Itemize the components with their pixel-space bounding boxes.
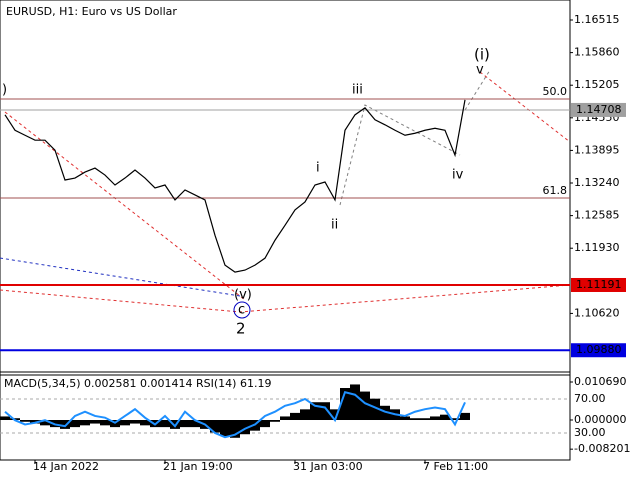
indicator-title: MACD(5,34,5) 0.002581 0.001414 RSI(14) 6… bbox=[4, 377, 271, 390]
price-box bbox=[571, 102, 626, 117]
y-tick-label: 1.10620 bbox=[574, 306, 620, 319]
channel-line bbox=[0, 257, 241, 297]
macd-bar bbox=[190, 420, 200, 428]
price-box bbox=[571, 277, 626, 292]
macd-bar bbox=[80, 420, 90, 426]
macd-bar bbox=[90, 420, 100, 424]
macd-bar bbox=[320, 402, 330, 421]
macd-bar bbox=[0, 416, 10, 421]
x-tick-label: 14 Jan 2022 bbox=[33, 460, 99, 473]
macd-bar bbox=[280, 416, 290, 421]
wave-label: ) bbox=[2, 83, 7, 98]
macd-bar bbox=[300, 409, 310, 421]
price-label: 1.14708 bbox=[576, 103, 622, 116]
channel-line bbox=[0, 284, 571, 313]
y-tick-label: 1.13240 bbox=[574, 176, 620, 189]
y-tick-label: 1.15205 bbox=[574, 78, 620, 91]
macd-bar bbox=[230, 420, 240, 438]
wave-path bbox=[464, 69, 491, 111]
wave-path bbox=[339, 104, 461, 206]
fib-label: 50.0 bbox=[543, 85, 568, 98]
y2-tick-label: 70.00 bbox=[574, 392, 606, 405]
chart-title: EURUSD, H1: Euro vs US Dollar bbox=[6, 5, 177, 18]
y-tick-label: 0.000000 bbox=[574, 413, 627, 426]
macd-bar bbox=[290, 412, 300, 421]
y-tick-label: 1.13895 bbox=[574, 143, 620, 156]
trend-line bbox=[479, 71, 571, 143]
wave-label: c bbox=[238, 303, 245, 318]
y-tick-label: 1.16515 bbox=[574, 13, 620, 26]
macd-bar bbox=[370, 398, 380, 421]
y2-tick-label: 30.00 bbox=[574, 426, 606, 439]
macd-bar bbox=[340, 388, 350, 421]
y-tick-label: 1.15860 bbox=[574, 46, 620, 59]
fib-label: 61.8 bbox=[543, 184, 568, 197]
macd-bar bbox=[350, 384, 360, 421]
macd-bar bbox=[460, 412, 470, 421]
macd-bar bbox=[240, 420, 250, 435]
macd-bar bbox=[140, 420, 150, 426]
macd-bar bbox=[70, 420, 80, 428]
price-label: 1.09880 bbox=[576, 343, 622, 356]
macd-bar bbox=[60, 420, 70, 429]
wave-label: (i) bbox=[474, 46, 490, 64]
wave-label: 2 bbox=[236, 320, 246, 338]
macd-bar bbox=[220, 420, 230, 437]
macd-bar bbox=[310, 402, 320, 421]
wave-label: iv bbox=[452, 168, 464, 183]
rsi-line bbox=[4, 390, 466, 439]
macd-bar bbox=[160, 420, 170, 428]
wave-label: ii bbox=[331, 218, 338, 233]
wave-lines bbox=[0, 69, 571, 313]
macd-bar bbox=[440, 414, 450, 421]
macd-bar bbox=[100, 420, 110, 426]
y-tick-label: 0.010690 bbox=[574, 375, 627, 388]
macd-bar bbox=[180, 420, 190, 428]
macd-bar bbox=[130, 420, 140, 424]
wave-label: (v) bbox=[234, 288, 252, 303]
macd-bar bbox=[40, 420, 50, 426]
wave-label: iii bbox=[352, 83, 363, 98]
x-tick-label: 21 Jan 19:00 bbox=[163, 460, 233, 473]
macd-bar bbox=[420, 418, 430, 421]
trend-line bbox=[4, 111, 246, 301]
plot-frame bbox=[0, 0, 571, 461]
price-box bbox=[571, 343, 626, 358]
macd-bar bbox=[270, 420, 280, 422]
macd-bar bbox=[330, 409, 340, 421]
macd-bar bbox=[450, 418, 460, 421]
price-line bbox=[4, 99, 466, 273]
y-tick-label: -0.008201 bbox=[574, 442, 630, 455]
macd-bar bbox=[20, 420, 30, 422]
macd-bar bbox=[400, 416, 410, 421]
macd-bar bbox=[260, 420, 270, 428]
x-tick-label: 7 Feb 11:00 bbox=[423, 460, 488, 473]
y-tick-label: 1.11930 bbox=[574, 241, 620, 254]
wave-circle bbox=[233, 301, 251, 319]
macd-bar bbox=[210, 420, 220, 433]
wave-label: i bbox=[316, 161, 320, 176]
macd-bar bbox=[410, 418, 420, 421]
price-label: 1.11191 bbox=[576, 278, 622, 291]
macd-bar bbox=[360, 391, 370, 421]
x-tick-label: 31 Jan 03:00 bbox=[293, 460, 363, 473]
wave-label: v bbox=[476, 63, 484, 78]
macd-bar bbox=[120, 420, 130, 426]
y-tick-label: 1.12585 bbox=[574, 209, 620, 222]
macd-bar bbox=[430, 416, 440, 421]
macd-bar bbox=[380, 405, 390, 421]
